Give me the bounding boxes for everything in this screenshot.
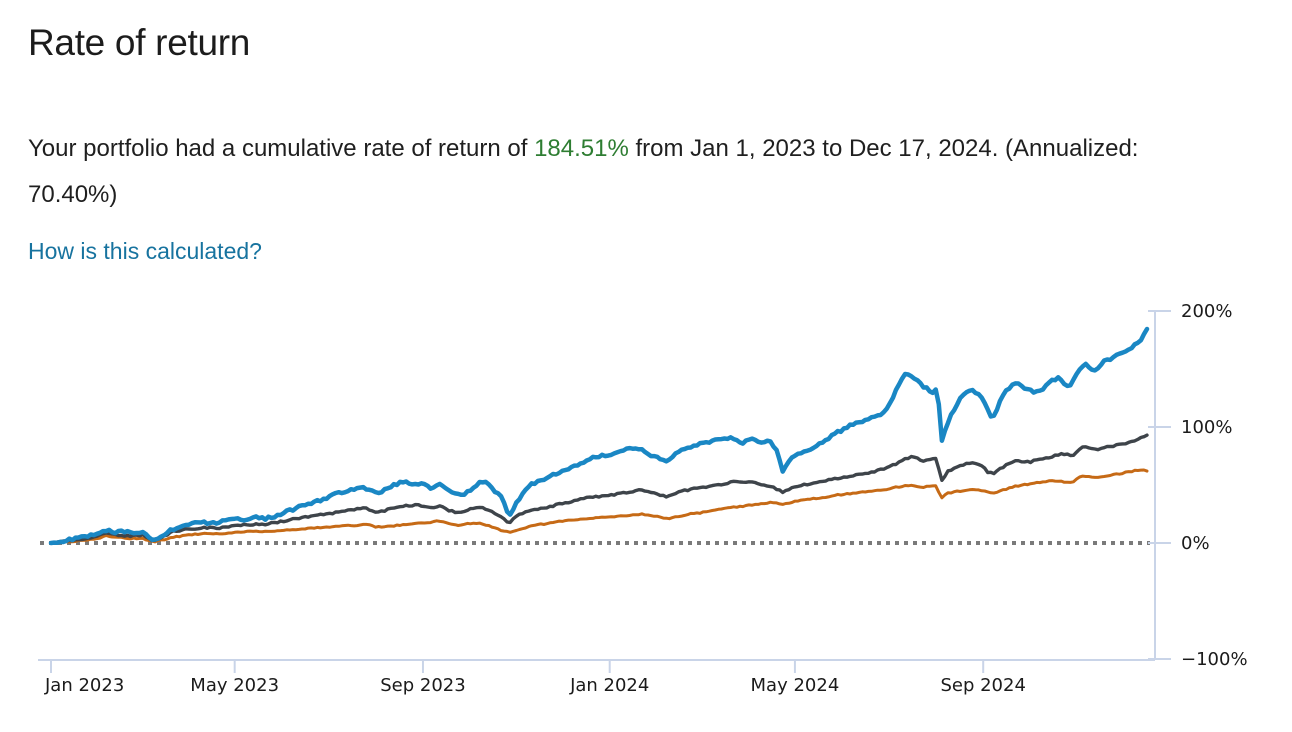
rate-of-return-chart[interactable]: 200% 100% 0% −100% Jan 2023 May 2023 Sep 2023 J… bbox=[0, 295, 1292, 725]
series-line-portfolio bbox=[48, 326, 1150, 546]
x-axis-label: Jan 2023 bbox=[44, 675, 124, 696]
summary-prefix: Your portfolio had a cumulative rate of … bbox=[28, 135, 535, 162]
x-axis-label: May 2023 bbox=[190, 675, 279, 696]
y-axis-label: 200% bbox=[1181, 301, 1232, 322]
y-axis-label: 100% bbox=[1181, 417, 1232, 438]
x-axis-label: Sep 2024 bbox=[940, 675, 1025, 696]
summary-suffix: from Jan 1, 2023 to Dec 17, 2024. (Annua… bbox=[28, 135, 1139, 208]
y-axis-label: 0% bbox=[1181, 533, 1210, 554]
axis-lines bbox=[38, 311, 1156, 661]
x-axis-label: May 2024 bbox=[751, 675, 840, 696]
series-line-benchmark_gray bbox=[49, 433, 1149, 545]
x-axis-label: Jan 2024 bbox=[569, 675, 649, 696]
page-title: Rate of return bbox=[28, 22, 251, 63]
y-axis-label: −100% bbox=[1181, 649, 1248, 670]
series-line-benchmark_orange bbox=[49, 468, 1149, 545]
x-axis-label: Sep 2023 bbox=[380, 675, 465, 696]
return-value: 184.51% bbox=[534, 135, 629, 162]
how-calculated-link[interactable]: How is this calculated? bbox=[28, 238, 262, 264]
summary-text: Your portfolio had a cumulative rate of … bbox=[28, 126, 1178, 218]
